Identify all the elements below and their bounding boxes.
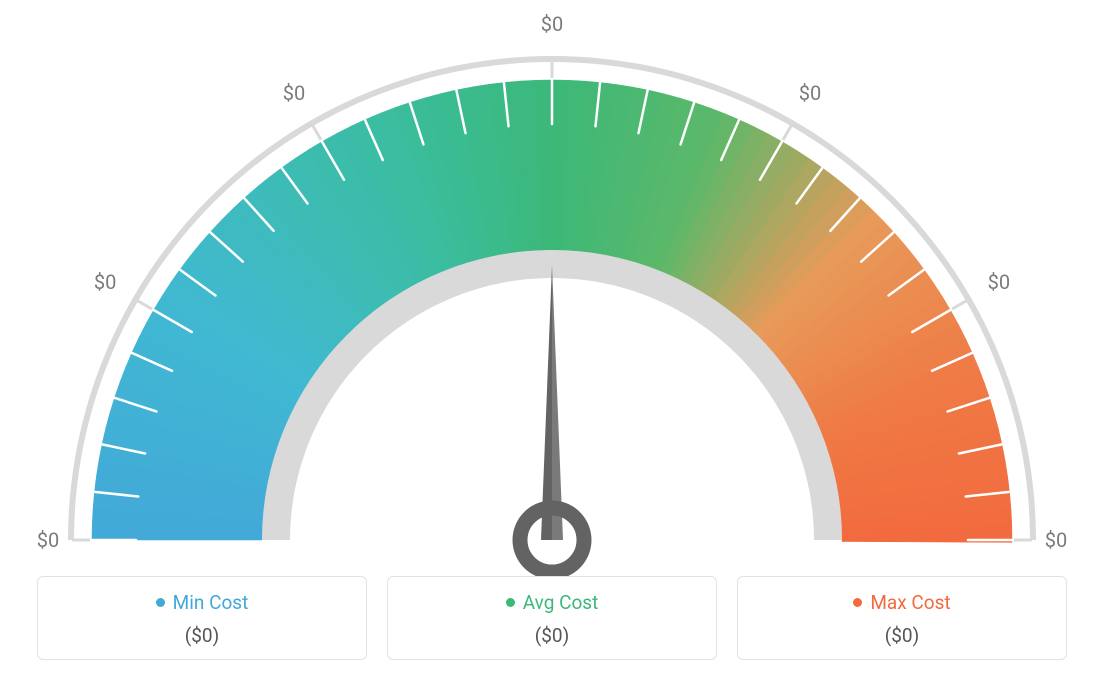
gauge-chart-container: $0$0$0$0$0$0$0 Min Cost($0)Avg Cost($0)M… [0,0,1104,690]
legend-dot-min [156,598,165,607]
gauge-tick-label: $0 [541,12,563,36]
legend-dot-max [853,598,862,607]
gauge-tick-label: $0 [94,270,116,294]
legend-label-min: Min Cost [173,591,249,614]
legend-title-min: Min Cost [156,591,249,614]
gauge-tick-label: $0 [37,528,59,552]
gauge-tick-label: $0 [988,270,1010,294]
gauge-svg [32,10,1072,580]
legend-title-avg: Avg Cost [506,591,599,614]
legend-card-max: Max Cost ($0) [737,576,1067,660]
gauge-tick-label: $0 [1045,528,1067,552]
legend-value-min: ($0) [48,624,356,647]
legend-title-max: Max Cost [853,591,950,614]
legend-dot-avg [506,598,515,607]
gauge-needle [520,265,584,572]
legend-label-max: Max Cost [870,591,950,614]
gauge-tick-label: $0 [799,81,821,105]
legend-value-avg: ($0) [398,624,706,647]
legend-value-max: ($0) [748,624,1056,647]
legend-card-min: Min Cost ($0) [37,576,367,660]
legend-card-avg: Avg Cost ($0) [387,576,717,660]
gauge-tick-label: $0 [283,81,305,105]
legend-row: Min Cost ($0) Avg Cost ($0) Max Cost ($0) [37,576,1067,660]
legend-label-avg: Avg Cost [523,591,599,614]
gauge-wrap: $0 $0 $0 $0 $0 $0 $0 [32,10,1072,570]
